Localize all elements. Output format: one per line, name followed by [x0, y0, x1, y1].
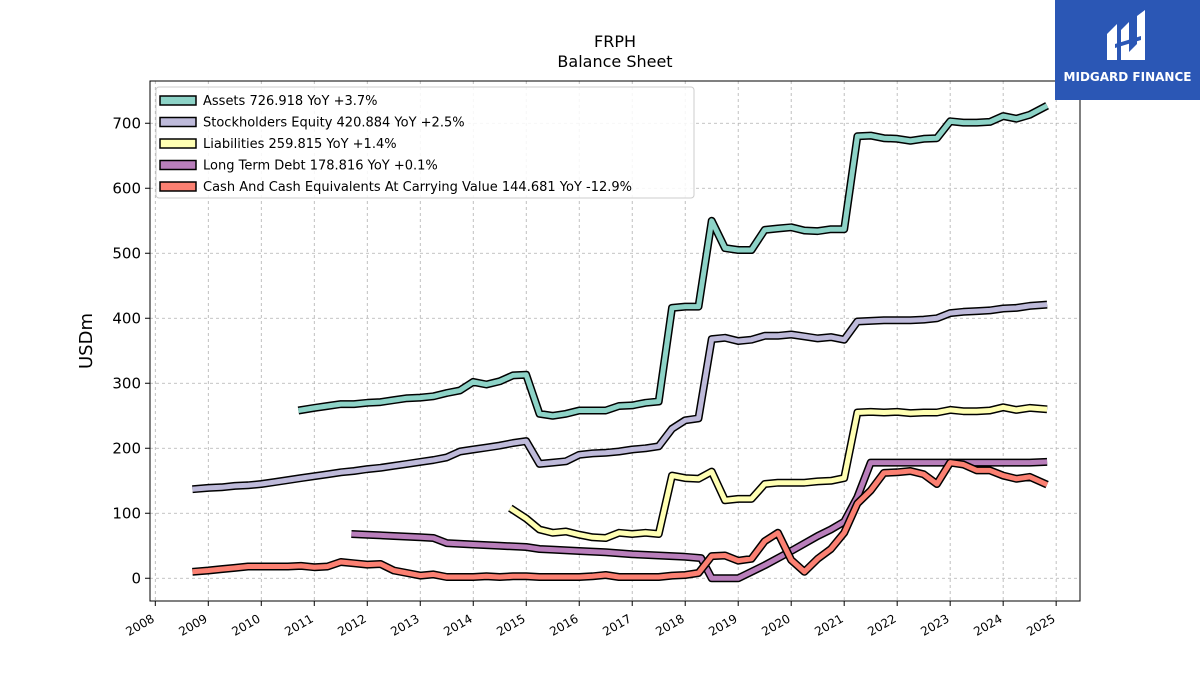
legend-box — [155, 86, 695, 199]
series-line-4 — [192, 460, 1049, 580]
x-tick-label: 2021 — [812, 611, 845, 638]
legend-label: Cash And Cash Equivalents At Carrying Va… — [203, 180, 632, 195]
legend-label: Liabilities 259.815 YoY +1.4% — [203, 137, 397, 152]
x-tick-label: 2014 — [441, 611, 474, 638]
x-tick-label: 2023 — [918, 611, 951, 638]
legend-swatch — [159, 159, 197, 171]
logo-mark-icon — [1107, 10, 1145, 60]
y-tick-label: 400 — [112, 309, 141, 327]
x-tick-label: 2009 — [176, 611, 209, 638]
x-tick-label: 2019 — [706, 611, 739, 638]
series-outline-2 — [508, 403, 1048, 542]
y-tick-label: 500 — [112, 244, 141, 262]
legend-swatch — [159, 138, 197, 149]
chart-title: FRPH — [594, 32, 636, 51]
x-tick-label: 2013 — [388, 611, 421, 638]
series-line-3 — [351, 459, 1048, 581]
x-tick-label: 2018 — [653, 611, 686, 638]
x-tick-label: 2024 — [971, 611, 1004, 638]
x-tick-label: 2015 — [494, 611, 527, 638]
series-outline-4 — [192, 458, 1049, 581]
y-tick-label: 700 — [112, 114, 141, 132]
x-tick-label: 2012 — [335, 611, 368, 638]
legend-label: Assets 726.918 YoY +3.7% — [203, 94, 378, 109]
series-line-1 — [192, 302, 1048, 492]
series-line-0 — [297, 103, 1049, 419]
series-line-2 — [508, 404, 1048, 541]
y-tick-label: 600 — [112, 179, 141, 197]
x-tick-label: 2011 — [282, 611, 315, 638]
legend-label: Stockholders Equity 420.884 YoY +2.5% — [203, 116, 465, 131]
legend-swatch — [159, 116, 197, 128]
legend-swatch — [159, 95, 197, 106]
legend-swatch — [159, 181, 197, 192]
series-lines — [192, 102, 1049, 583]
y-tick-label: 300 — [112, 374, 141, 392]
x-tick-label: 2020 — [759, 611, 792, 638]
x-tick-label: 2017 — [600, 611, 633, 638]
y-axis-label: USDm — [76, 313, 97, 369]
y-tick-label: 0 — [131, 569, 141, 587]
y-tick-label: 100 — [112, 504, 141, 522]
x-tick-label: 2008 — [123, 611, 156, 638]
legend-label: Long Term Debt 178.816 YoY +0.1% — [203, 159, 438, 174]
legend: Assets 726.918 YoY +3.7% Stockholders Equ… — [155, 86, 695, 199]
chart-subtitle: Balance Sheet — [557, 52, 673, 71]
x-tick-label: 2016 — [547, 611, 580, 638]
logo-text: MIDGARD FINANCE — [1063, 70, 1192, 84]
midgard-finance-logo: MIDGARD FINANCE — [1055, 0, 1200, 100]
plot-frame — [149, 80, 1081, 602]
x-tick-label: 2025 — [1024, 611, 1057, 638]
x-tick-label: 2022 — [865, 611, 898, 638]
x-tick-label: 2010 — [229, 611, 262, 638]
y-tick-label: 200 — [112, 439, 141, 457]
